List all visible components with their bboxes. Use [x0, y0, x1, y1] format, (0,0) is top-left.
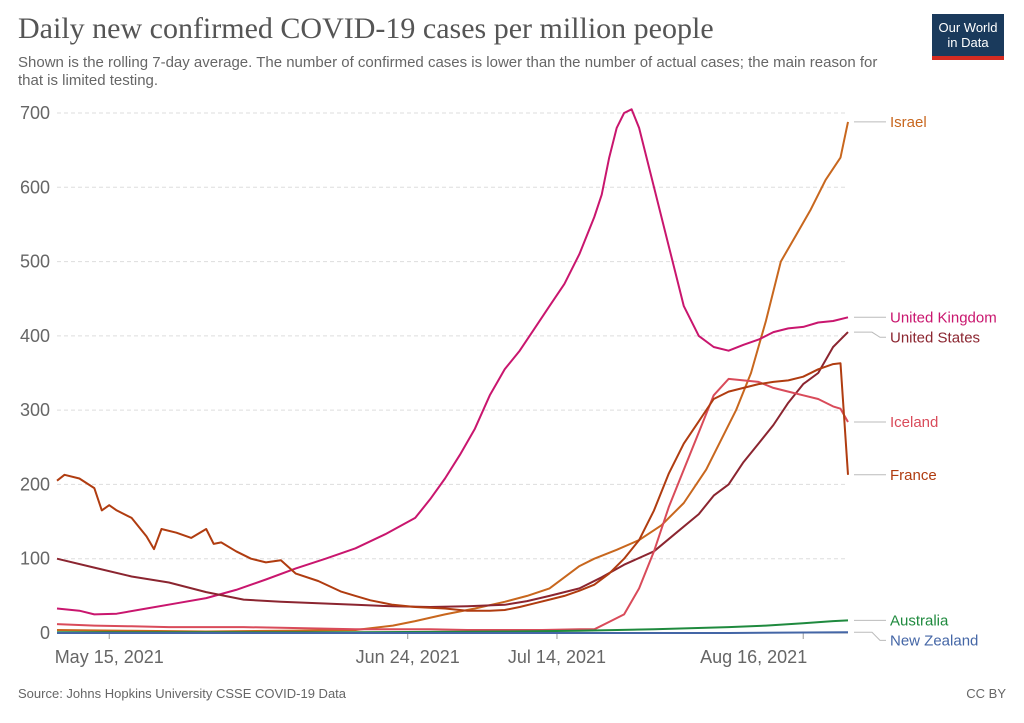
series-line-united-kingdom[interactable] — [56, 108, 849, 616]
x-tick-label: Aug 16, 2021 — [700, 647, 807, 667]
chart-title: Daily new confirmed COVID-19 cases per m… — [18, 12, 714, 45]
y-tick-label: 0 — [40, 623, 50, 643]
y-tick-label: 600 — [20, 177, 50, 197]
series-labels: Israel United Kingdom United States Iceland… — [854, 114, 997, 649]
label-connector — [854, 331, 886, 338]
series-lines — [56, 108, 849, 634]
grid-lines — [57, 112, 848, 560]
y-tick-label: 400 — [20, 326, 50, 346]
series-line-france[interactable] — [56, 362, 849, 612]
y-tick-label: 700 — [20, 103, 50, 123]
owid-logo[interactable]: Our World in Data — [932, 14, 1004, 60]
series-label-iceland[interactable]: Iceland — [890, 414, 938, 431]
logo-line-1: Our World — [938, 20, 998, 35]
series-line-iceland[interactable] — [56, 377, 849, 631]
series-label-united-states[interactable]: United States — [890, 329, 980, 346]
x-tick-label: Jul 14, 2021 — [508, 647, 606, 667]
series-label-united-kingdom[interactable]: United Kingdom — [890, 309, 997, 326]
source-note[interactable]: Source: Johns Hopkins University CSSE CO… — [18, 686, 347, 701]
y-tick-label: 200 — [20, 474, 50, 494]
series-line-israel[interactable] — [56, 121, 849, 633]
license-link[interactable]: CC BY — [966, 686, 1006, 701]
series-line-united-states[interactable] — [56, 331, 849, 608]
x-tick-label: Jun 24, 2021 — [356, 647, 460, 667]
series-label-israel[interactable]: Israel — [890, 114, 927, 131]
chart-subtitle: Shown is the rolling 7-day average. The … — [18, 54, 878, 89]
series-label-france[interactable]: France — [890, 467, 937, 484]
y-tick-label: 100 — [20, 549, 50, 569]
y-tick-label: 300 — [20, 400, 50, 420]
y-tick-label: 500 — [20, 252, 50, 272]
label-connector — [854, 631, 886, 641]
series-label-australia[interactable]: Australia — [890, 612, 949, 629]
series-line-new-zealand[interactable] — [57, 631, 849, 634]
logo-line-2: in Data — [947, 35, 989, 50]
series-label-new-zealand[interactable]: New Zealand — [890, 632, 978, 649]
x-tick-label: May 15, 2021 — [55, 647, 164, 667]
